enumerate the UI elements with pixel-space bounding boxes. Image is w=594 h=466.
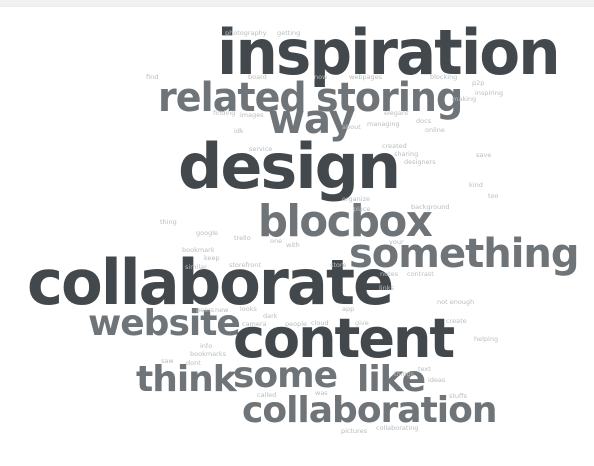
word-text: text — [418, 365, 431, 373]
word-storefront: storefront — [229, 261, 261, 269]
word-bookmark: bookmark — [182, 246, 215, 254]
word-peers: peers — [196, 306, 215, 314]
top-bar — [0, 0, 594, 7]
word-similar: similar — [185, 263, 207, 271]
word-some: some — [233, 355, 338, 396]
word-dark: dark — [263, 312, 278, 320]
word-design: design — [178, 130, 401, 203]
word-dont: dont — [186, 359, 201, 367]
word-cloud: cloud — [311, 319, 329, 327]
word-service: service — [249, 145, 273, 153]
word-organize: organize — [342, 195, 370, 203]
word-helping: helping — [474, 335, 499, 343]
word-place: place — [353, 205, 371, 213]
word-your: your — [389, 238, 404, 246]
word-ideas: ideas — [428, 376, 446, 384]
word-called: called — [257, 391, 277, 399]
word-docs: docs — [416, 117, 432, 125]
word-camera: camera — [242, 320, 267, 328]
word-find: find — [146, 73, 159, 81]
word-inspiring: inspiring — [475, 89, 503, 97]
word-background: background — [411, 203, 450, 211]
word-trello: trello — [234, 234, 251, 242]
word-pictures: pictures — [341, 427, 368, 435]
word-blocbox: blocbox — [258, 196, 433, 247]
word-was: was — [315, 389, 328, 397]
word-designers: designers — [404, 158, 436, 166]
word-finding: finding — [213, 109, 236, 117]
word-new: new — [215, 306, 229, 314]
word-sharing: sharing — [394, 150, 419, 158]
word-saw: saw — [161, 357, 174, 365]
word-looks: looks — [240, 305, 257, 313]
word-way: way — [268, 97, 355, 143]
word-too: too — [488, 192, 499, 200]
word-thing: thing — [160, 218, 177, 226]
word-board: board — [248, 73, 267, 81]
word-p2p: p2p — [472, 79, 485, 87]
word-with: with — [286, 241, 300, 249]
word-store: store — [330, 261, 347, 269]
word-like: like — [357, 359, 426, 400]
word-blocking: blocking — [430, 73, 458, 81]
word-people: people — [285, 320, 308, 328]
word-save: save — [476, 151, 492, 159]
word-now: now — [314, 73, 328, 81]
word-stuffs: stuffs — [449, 392, 467, 400]
word-keep: keep — [204, 254, 220, 262]
word-things: things — [394, 370, 415, 378]
word-website: website — [88, 303, 241, 344]
word-collaborating: collaborating — [376, 424, 419, 432]
word-app: app — [342, 305, 355, 313]
word-about: about — [342, 123, 361, 131]
word-webpages: webpages — [349, 73, 383, 81]
word-online: online — [425, 126, 445, 134]
word-something: something — [349, 231, 580, 277]
word-managing: managing — [367, 120, 400, 128]
word-create: create — [446, 317, 467, 325]
word-think: think — [136, 359, 237, 400]
word-collaborate: collaborate — [27, 246, 394, 319]
word-collaboration: collaboration — [242, 390, 498, 431]
word-idk: idk — [234, 127, 244, 135]
word-storing: storing — [316, 75, 463, 121]
word-info: info — [200, 342, 213, 350]
word-contrast: contrast — [407, 270, 434, 278]
word-inspiration: inspiration — [217, 16, 561, 89]
word-getting: getting — [277, 29, 301, 37]
word-google: google — [196, 229, 219, 237]
word-content: content — [233, 307, 455, 370]
word-kind: kind — [469, 181, 483, 189]
word-bookmarks: bookmarks — [190, 350, 226, 358]
word-photography: photography — [225, 29, 267, 37]
word-created: created — [382, 142, 407, 150]
word-give: give — [355, 319, 369, 327]
word-not-enough: not enough — [437, 298, 475, 306]
word-images: images — [240, 111, 264, 119]
word-elegant: elegant — [384, 109, 409, 117]
word-links: links — [379, 284, 394, 292]
word-related: related — [158, 75, 307, 121]
word-making: making — [452, 95, 477, 103]
word-one: one — [270, 237, 283, 245]
word-notes: notes — [380, 270, 399, 278]
